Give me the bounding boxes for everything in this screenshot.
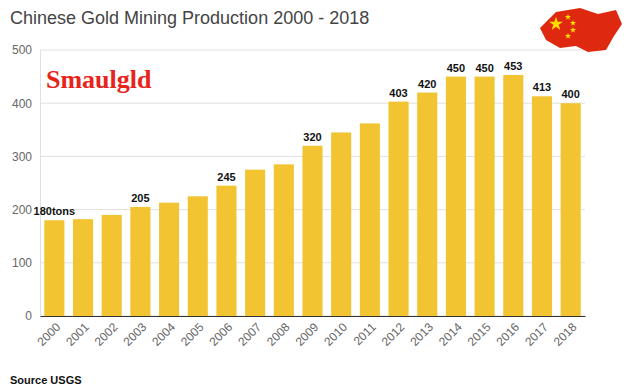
y-tick: 100 [12, 256, 40, 270]
x-tick-label: 2004 [149, 320, 178, 349]
x-tick: 2007 [235, 316, 264, 349]
x-tick-label: 2010 [321, 320, 350, 349]
x-tick-label: 2008 [264, 320, 293, 349]
y-tick-label: 0 [25, 309, 32, 323]
x-tick: 2004 [149, 316, 178, 349]
flag-star [565, 14, 571, 20]
x-tick-label: 2006 [207, 320, 236, 349]
bar [159, 203, 179, 316]
x-tick: 2001 [63, 316, 92, 349]
y-axis: 0 100 200 300 400 500 [12, 43, 41, 323]
x-tick-label: 2003 [121, 320, 150, 349]
x-tick: 2012 [379, 316, 408, 349]
y-tick: 300 [12, 150, 40, 164]
bars [44, 75, 580, 316]
x-tick-label: 2016 [493, 320, 522, 349]
bar [475, 77, 495, 316]
data-label: 205 [131, 192, 149, 204]
plot: 0 100 200 300 400 500 200020012002200320042005… [12, 43, 586, 349]
x-axis: 2000200120022003200420052006200720082009… [34, 316, 585, 349]
x-tick: 2013 [407, 316, 436, 349]
flag-star [570, 27, 576, 33]
x-tick-label: 2013 [407, 320, 436, 349]
x-axis-line [41, 316, 586, 317]
chart: 0 100 200 300 400 500 200020012002200320042005… [0, 0, 627, 392]
bar [216, 186, 236, 316]
x-tick-label: 2011 [351, 320, 379, 348]
x-tick: 2009 [293, 316, 322, 349]
bar [130, 207, 150, 316]
bar [561, 103, 581, 316]
x-tick-label: 2007 [235, 320, 264, 349]
x-tick-label: 2014 [436, 320, 465, 349]
title: Chinese Gold Mining Production 2000 - 20… [10, 8, 369, 28]
logo: Smaulgld [46, 65, 152, 94]
bar [245, 170, 265, 316]
y-tick: 400 [12, 97, 40, 111]
data-label: 400 [561, 88, 579, 100]
data-label: 453 [504, 60, 522, 72]
x-tick: 2011 [351, 316, 379, 348]
data-label: 180tons [34, 205, 76, 217]
bar [503, 75, 523, 316]
bar [389, 102, 409, 316]
data-label: 450 [447, 62, 465, 74]
x-tick: 2015 [465, 316, 494, 349]
data-label: 420 [418, 78, 436, 90]
y-tick-label: 100 [12, 256, 32, 270]
bar [360, 123, 380, 316]
y-tick-label: 500 [12, 43, 32, 57]
bar [44, 220, 64, 316]
x-tick-label: 2001 [63, 320, 92, 349]
bar [446, 77, 466, 316]
bar [188, 196, 208, 316]
data-label: 413 [533, 81, 551, 93]
bar [302, 146, 322, 316]
x-tick: 2017 [522, 316, 551, 349]
y-tick-label: 300 [12, 150, 32, 164]
x-tick: 2016 [493, 316, 522, 349]
flag-star [570, 20, 576, 26]
bar [417, 93, 437, 316]
bar [73, 219, 93, 316]
x-tick: 2005 [178, 316, 207, 349]
x-tick: 2006 [207, 316, 236, 349]
x-tick-label: 2017 [522, 320, 551, 349]
x-tick: 2010 [321, 316, 350, 349]
y-tick-label: 200 [12, 203, 32, 217]
flag-icon [540, 8, 622, 52]
data-label: 320 [303, 131, 321, 143]
x-tick: 2002 [92, 316, 121, 349]
x-tick: 2008 [264, 316, 293, 349]
y-tick: 0 [25, 309, 40, 323]
bar [331, 132, 351, 316]
x-tick-label: 2015 [465, 320, 494, 349]
x-tick-label: 2009 [293, 320, 322, 349]
x-tick-label: 2000 [34, 320, 63, 349]
source: Source USGS [10, 374, 82, 386]
x-tick-label: 2018 [551, 320, 580, 349]
data-label: 245 [217, 171, 235, 183]
flag-shape [540, 8, 622, 52]
flag-star [565, 33, 571, 39]
data-labels: 180tons 205 245 320 403 420 450 450 453 413 400 [34, 60, 580, 217]
x-tick: 2014 [436, 316, 465, 349]
bar [532, 96, 552, 316]
bar [274, 164, 294, 316]
flag-star [549, 17, 563, 30]
x-tick-label: 2002 [92, 320, 121, 349]
x-tick: 2018 [551, 316, 580, 349]
data-label: 450 [475, 62, 493, 74]
grid-line [40, 50, 585, 51]
y-tick-label: 400 [12, 97, 32, 111]
bar [102, 215, 122, 316]
y-tick: 500 [12, 43, 40, 57]
x-tick-label: 2005 [178, 320, 207, 349]
data-label: 403 [389, 87, 407, 99]
x-tick: 2000 [34, 316, 63, 349]
x-tick: 2003 [121, 316, 150, 349]
x-tick-label: 2012 [379, 320, 408, 349]
grid [40, 50, 585, 316]
y-axis-line [40, 51, 41, 317]
